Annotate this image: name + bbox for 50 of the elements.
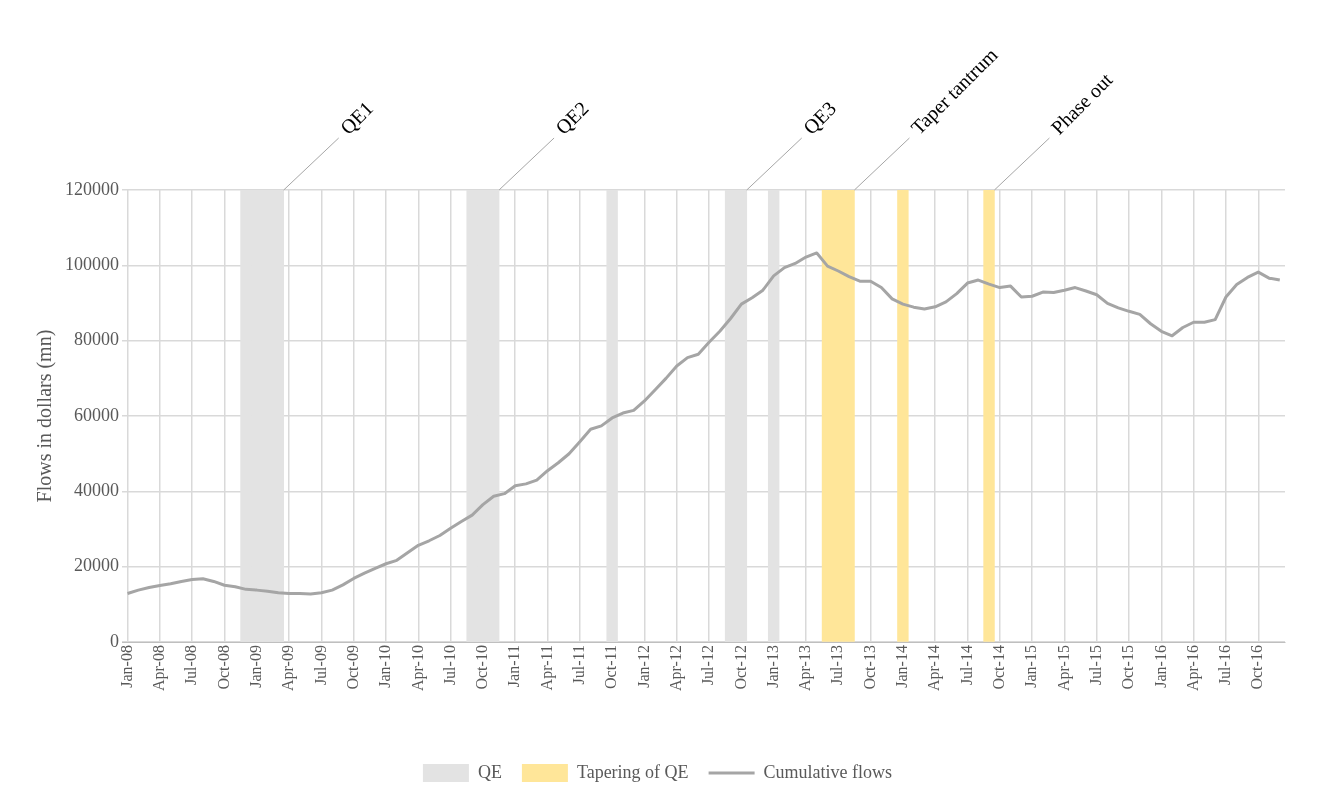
x-tick-label: Oct-16 [1248,645,1266,690]
x-tick-label: Jul-08 [182,645,200,686]
y-tick-label: 120000 [65,178,119,199]
x-tick-label: Jan-08 [117,645,135,688]
x-tick-label: Jul-12 [699,645,717,686]
x-tick-label: Oct-10 [473,645,491,690]
x-tick-label: Oct-09 [343,645,361,690]
x-tick-label: Apr-08 [150,645,169,691]
x-tick-label: Apr-11 [537,645,556,691]
x-tick-label: Jan-14 [893,645,911,688]
x-tick-label: Oct-13 [860,645,878,690]
x-tick-label: Oct-14 [990,645,1008,690]
x-tick-label: Jul-09 [311,645,329,686]
legend-label: QE [477,761,502,782]
x-tick-label: Jul-16 [1216,645,1234,686]
annotation: QE1 [335,97,378,139]
y-tick-label: 100000 [65,254,119,275]
x-tick-label: Apr-14 [925,645,944,691]
x-tick-label: Jul-14 [957,645,975,686]
annotation: QE3 [798,97,841,139]
x-tick-label: Oct-15 [1119,645,1137,690]
y-tick-label: 0 [110,630,119,651]
x-tick-label: Oct-08 [214,645,232,690]
x-tick-label: Oct-11 [602,645,620,689]
x-tick-label: Oct-12 [731,645,749,690]
y-tick-label: 40000 [74,480,119,501]
x-tick-label: Apr-15 [1054,645,1073,691]
x-tick-label: Apr-13 [796,645,815,691]
x-tick-label: Jan-15 [1022,645,1040,688]
y-tick-label: 80000 [74,329,119,350]
x-tick-label: Jan-11 [505,645,523,688]
legend-label: Cumulative flows [763,761,893,782]
x-tick-label: Jul-11 [570,645,588,685]
x-tick-label: Jan-13 [763,645,781,688]
y-tick-label: 20000 [74,555,119,576]
x-tick-label: Jul-13 [828,645,846,686]
x-tick-label: Jan-09 [246,645,264,688]
legend-label: Tapering of QE [576,761,689,782]
y-axis-title: Flows in dollars (mn) [33,329,57,503]
x-tick-label: Jul-15 [1086,645,1104,686]
x-tick-label: Jan-10 [376,645,394,688]
x-tick-label: Jan-16 [1151,645,1169,688]
x-tick-label: Jul-10 [440,645,458,686]
x-tick-label: Apr-10 [408,645,427,691]
x-tick-label: Apr-12 [666,645,685,691]
x-tick-label: Apr-09 [279,645,298,691]
x-tick-label: Apr-16 [1183,645,1202,691]
x-tick-label: Jan-12 [634,645,652,688]
annotation: QE2 [551,97,593,139]
y-tick-label: 60000 [74,404,119,425]
